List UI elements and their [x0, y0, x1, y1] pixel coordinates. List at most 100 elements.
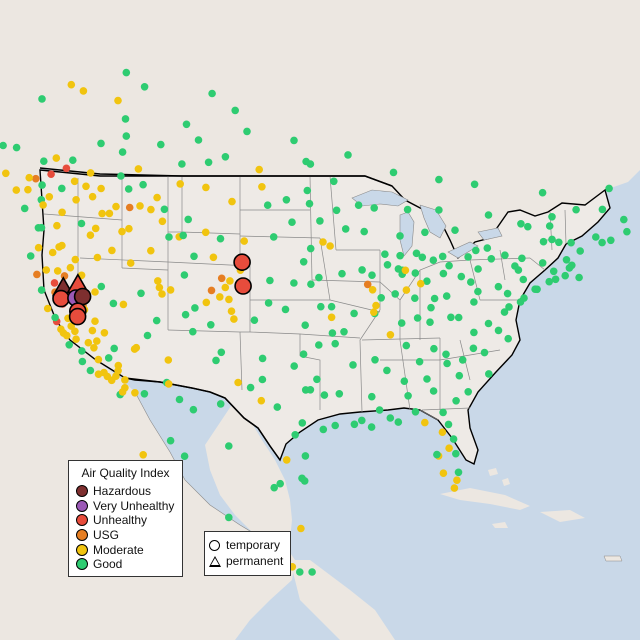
monitor-point-good — [341, 225, 350, 233]
legend-item-moderate: Moderate — [69, 542, 182, 557]
monitor-point-good — [394, 265, 403, 273]
monitor-point-moderate — [445, 444, 453, 453]
monitor-point-good — [545, 277, 553, 286]
large-markers-layer — [51, 253, 252, 326]
monitor-point-moderate — [59, 329, 68, 337]
monitor-point-good — [315, 341, 323, 349]
monitor-point-good — [330, 177, 338, 186]
monitor-point-moderate — [118, 388, 127, 396]
lake-ontario — [477, 227, 503, 241]
legend-label-hazardous: Hazardous — [93, 484, 152, 499]
monitor-point-good — [545, 222, 554, 230]
monitor-point-good — [520, 294, 528, 302]
monitor-point-good — [306, 160, 315, 168]
monitor-point-good — [184, 215, 192, 224]
monitor-point-good — [438, 252, 447, 261]
monitor-point-good — [290, 362, 299, 370]
monitor-point-good — [140, 83, 149, 91]
monitor-point-good — [435, 206, 443, 214]
monitor-point-moderate — [147, 246, 155, 255]
monitor-point-good — [518, 254, 526, 263]
monitor-point-moderate — [226, 277, 234, 285]
monitor-point-good — [263, 201, 272, 209]
temporary-site-marker-unhealthy — [52, 289, 70, 308]
monitor-point-moderate — [136, 202, 144, 210]
monitor-point-good — [418, 253, 427, 262]
monitor-point-good — [97, 139, 105, 148]
monitor-point-good — [122, 68, 131, 77]
monitor-point-moderate — [401, 266, 410, 275]
monitor-point-good — [411, 294, 419, 303]
monitor-point-good — [38, 181, 46, 189]
monitor-point-good — [500, 308, 509, 316]
monitor-point-moderate — [118, 227, 126, 236]
monitor-point-good — [180, 452, 189, 461]
monitor-point-good — [551, 275, 560, 284]
monitor-point-usg — [125, 203, 134, 212]
monitor-point-good — [157, 140, 165, 149]
monitor-point-good — [181, 310, 190, 319]
legend-item-hazardous: Hazardous — [69, 484, 182, 499]
monitor-point-good — [449, 435, 458, 443]
monitor-point-good — [396, 232, 404, 240]
monitor-point-good — [69, 156, 77, 164]
mexico-coast — [134, 391, 266, 541]
legend-label-temporary: temporary — [226, 538, 281, 552]
monitor-point-moderate — [147, 205, 155, 214]
monitor-point-good — [97, 282, 106, 291]
monitor-point-good — [568, 261, 576, 270]
monitor-point-moderate — [131, 389, 139, 397]
temporary-site-marker-unhealthy — [234, 277, 252, 295]
monitor-point-moderate — [255, 165, 263, 174]
monitor-point-moderate — [52, 154, 61, 162]
legend-item-permanent: permanent — [205, 553, 290, 569]
monitor-point-good — [194, 136, 203, 144]
monitor-point-moderate — [82, 182, 90, 191]
monitor-point-moderate — [439, 469, 448, 478]
monitor-point-moderate — [91, 288, 99, 296]
monitor-point-good — [454, 468, 463, 477]
monitor-point-good — [303, 186, 312, 195]
monitor-point-good — [402, 341, 411, 350]
bahamas-islands — [488, 468, 510, 486]
monitor-point-good — [480, 348, 489, 357]
hispaniola-island — [540, 510, 585, 522]
monitor-point-good — [389, 168, 398, 177]
monitor-point-good — [397, 319, 406, 327]
monitor-point-moderate — [453, 476, 461, 485]
monitor-point-good — [175, 395, 184, 404]
monitor-point-good — [457, 272, 466, 281]
monitor-point-moderate — [79, 87, 88, 95]
monitor-point-moderate — [48, 248, 57, 257]
monitor-point-moderate — [53, 267, 62, 275]
monitor-point-good — [444, 420, 453, 429]
monitor-point-good — [320, 391, 329, 399]
monitor-point-good — [307, 280, 315, 289]
monitor-point-good — [413, 314, 422, 322]
monitor-point-usg — [33, 270, 41, 279]
monitor-point-good — [383, 366, 391, 375]
puerto-rico-island — [603, 555, 623, 562]
triangle-icon — [209, 555, 221, 567]
monitor-point-good — [470, 180, 479, 189]
monitor-point-good — [370, 204, 379, 212]
monitor-point-moderate — [100, 368, 108, 377]
monitor-point-good — [421, 228, 429, 237]
monitor-point-good — [51, 313, 59, 322]
monitor-point-good — [400, 377, 409, 386]
monitor-point-good — [555, 238, 563, 247]
monitor-point-good — [411, 408, 420, 416]
monitor-point-good — [430, 294, 439, 303]
monitor-point-moderate — [67, 80, 76, 89]
monitor-point-good — [37, 223, 46, 232]
monitor-point-moderate — [227, 307, 236, 316]
monitor-point-good — [212, 356, 220, 365]
monitor-point-moderate — [416, 279, 425, 288]
monitor-point-good — [221, 153, 230, 161]
monitor-point-good — [78, 357, 87, 366]
monitor-point-moderate — [71, 327, 79, 336]
monitor-point-good — [435, 175, 443, 184]
monitor-point-good — [501, 251, 509, 259]
monitor-point-good — [442, 350, 450, 359]
monitor-point-moderate — [108, 246, 116, 255]
